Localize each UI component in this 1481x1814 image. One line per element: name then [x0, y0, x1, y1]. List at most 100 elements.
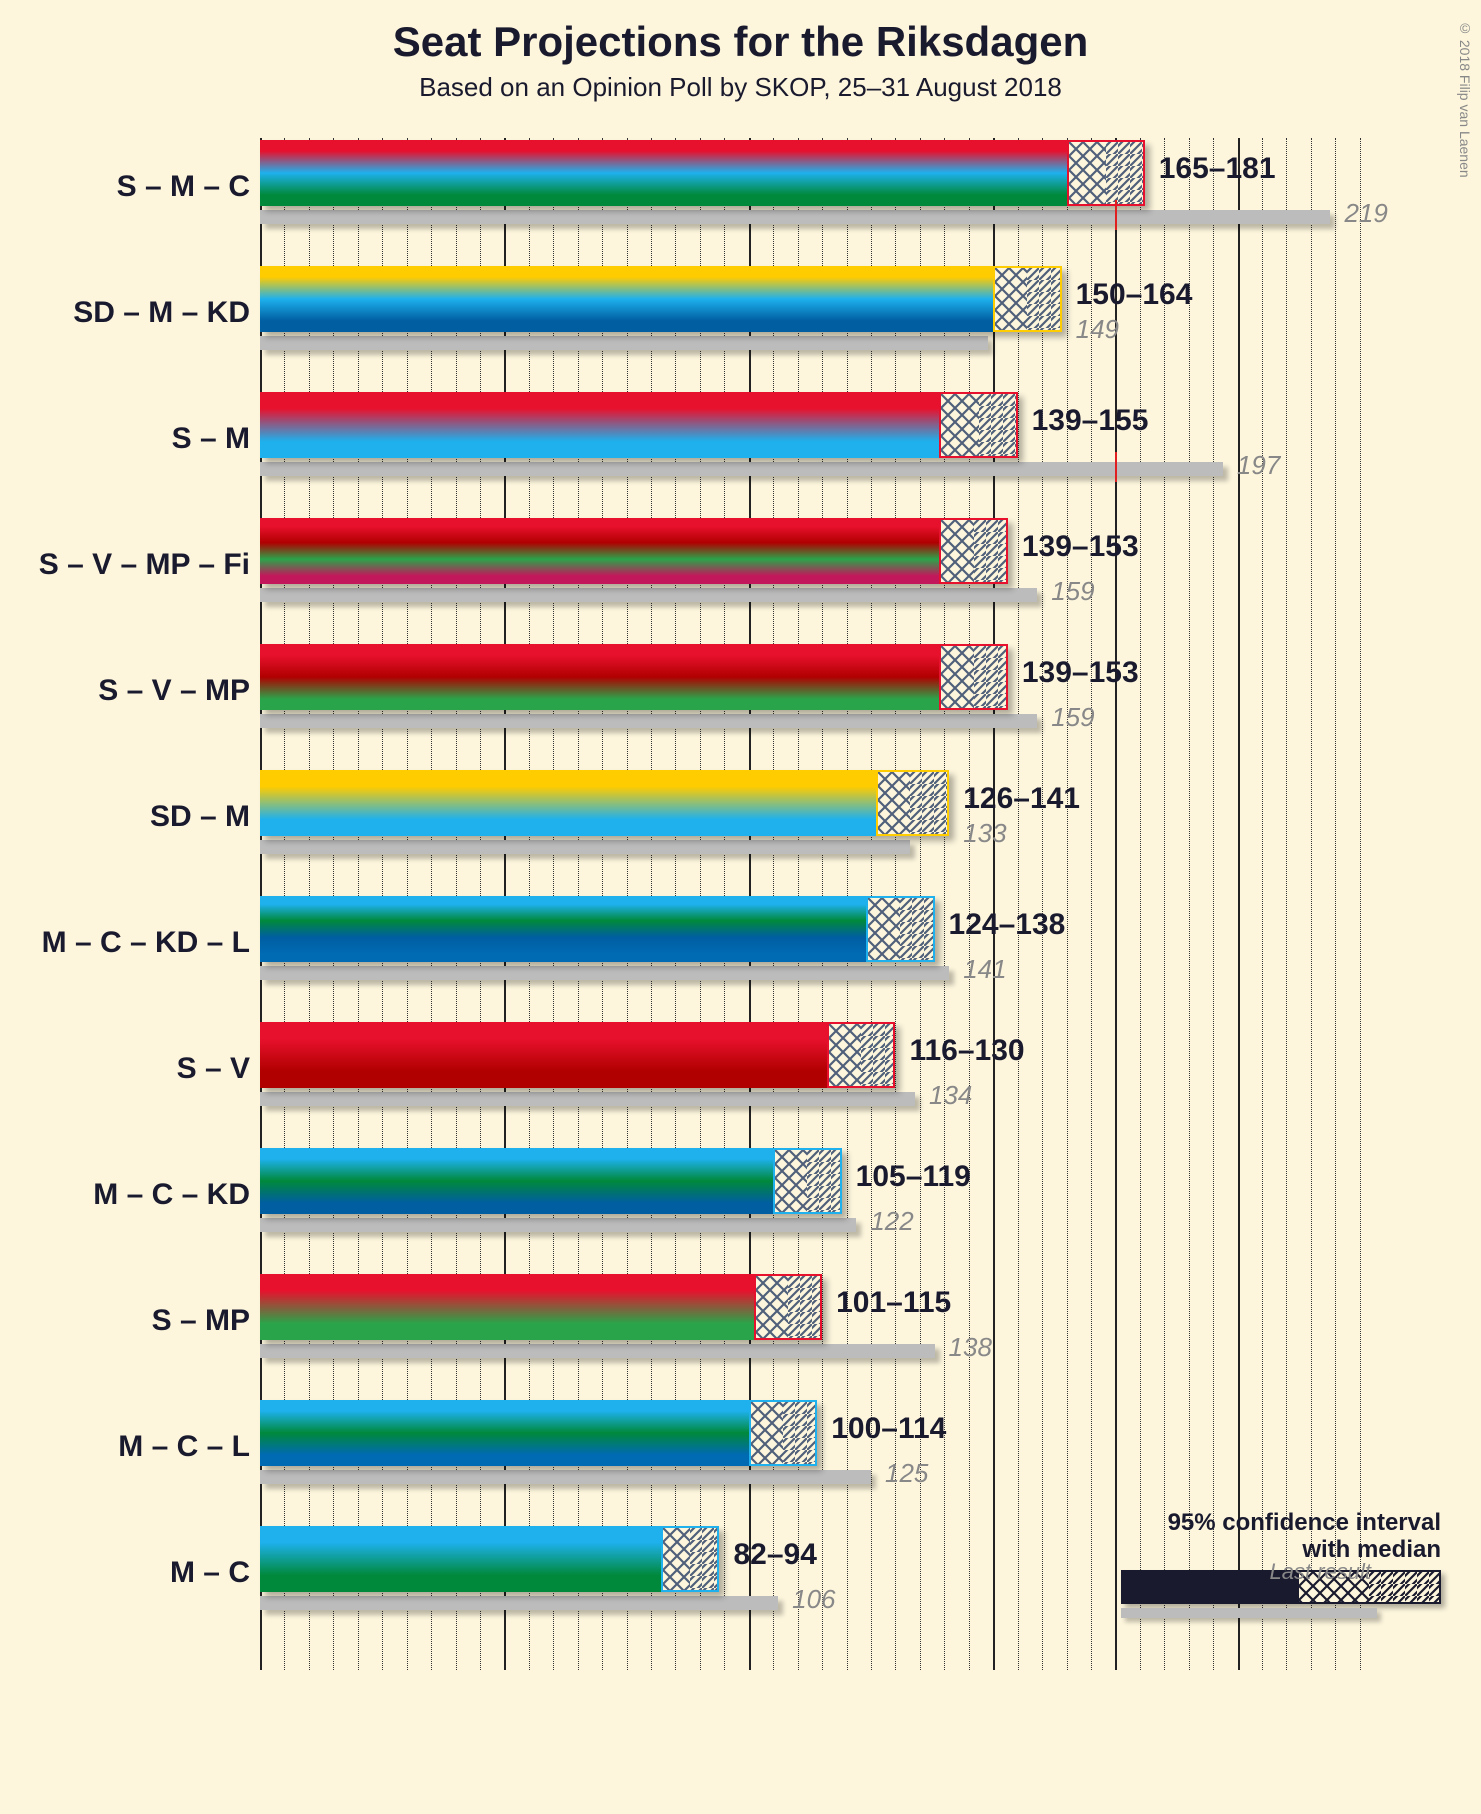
last-result-bar — [260, 1218, 856, 1232]
coalition-row: S – MP 101–115 138 — [0, 1274, 1481, 1369]
coalition-label: SD – M — [0, 800, 250, 834]
last-result-bar — [260, 714, 1037, 728]
coalition-row: S – M 139–155197 — [0, 392, 1481, 487]
last-result-label: 106 — [792, 1584, 835, 1615]
coalition-row: S – V116–130134 — [0, 1022, 1481, 1117]
last-result-bar — [260, 1092, 915, 1106]
bar-group: 139–155197 — [260, 392, 1360, 487]
confidence-interval — [866, 896, 934, 962]
bar-group: 124–138141 — [260, 896, 1360, 991]
last-result-label: 159 — [1051, 576, 1094, 607]
ci-lower-hatch — [756, 1276, 788, 1338]
coalition-label: M – C – L — [0, 1430, 250, 1464]
ci-lower-hatch — [1069, 142, 1106, 204]
projection-bar — [260, 1400, 817, 1466]
ci-lower-hatch — [941, 646, 973, 708]
coalition-label: S – V – MP – Fi — [0, 548, 250, 582]
coalition-label: S – V – MP — [0, 674, 250, 708]
legend-title-line1: 95% confidence interval — [1168, 1509, 1441, 1536]
projection-bar — [260, 1526, 719, 1592]
ci-lower-hatch — [941, 520, 973, 582]
confidence-interval — [993, 266, 1061, 332]
projection-bar — [260, 896, 935, 962]
confidence-interval — [773, 1148, 841, 1214]
coalition-label: SD – M – KD — [0, 296, 250, 330]
ci-lower-hatch — [775, 1150, 807, 1212]
ci-upper-hatch — [974, 646, 1006, 708]
coalition-label: S – M — [0, 422, 250, 456]
last-result-label: 141 — [963, 954, 1006, 985]
ci-upper-hatch — [979, 394, 1016, 456]
coalition-row: M – C – KD – L 124–138141 — [0, 896, 1481, 991]
legend: 95% confidence interval with median Last… — [1121, 1509, 1441, 1620]
last-result-bar — [260, 462, 1223, 476]
bar-group: 150–164149 — [260, 266, 1360, 361]
coalition-label: M – C – KD – L — [0, 926, 250, 960]
bar-group: 165–181219 — [260, 140, 1360, 235]
chart-title: Seat Projections for the Riksdagen — [0, 0, 1481, 66]
bar-group: 139–153159 — [260, 518, 1360, 613]
projection-bar — [260, 140, 1145, 206]
bar-group: 100–114 125 — [260, 1400, 1360, 1495]
confidence-interval — [827, 1022, 895, 1088]
last-result-label: 122 — [870, 1206, 913, 1237]
last-result-bar — [260, 1596, 778, 1610]
range-label: 165–181 — [1159, 152, 1276, 186]
range-label: 100–114 — [831, 1412, 946, 1446]
confidence-interval — [661, 1526, 720, 1592]
confidence-interval — [754, 1274, 822, 1340]
range-label: 105–119 — [856, 1160, 971, 1194]
majority-tick — [1115, 452, 1117, 482]
confidence-interval — [876, 770, 949, 836]
bar-group: 105–119 122 — [260, 1148, 1360, 1243]
chart-area: S – M – C165–181219SD – M – KD150–164149… — [0, 130, 1481, 1710]
ci-lower-hatch — [829, 1024, 861, 1086]
last-result-label: 125 — [885, 1458, 928, 1489]
coalition-row: M – C – L 100–114 125 — [0, 1400, 1481, 1495]
coalition-row: S – V – MP – Fi 139–153159 — [0, 518, 1481, 613]
ci-lower-hatch — [868, 898, 900, 960]
ci-upper-hatch — [1027, 268, 1059, 330]
legend-title: 95% confidence interval with median — [1121, 1509, 1441, 1564]
last-result-label: 149 — [1076, 314, 1119, 345]
coalition-label: M – C – KD — [0, 1178, 250, 1212]
ci-upper-hatch — [690, 1528, 717, 1590]
projection-bar — [260, 1022, 895, 1088]
bar-group: 139–153 159 — [260, 644, 1360, 739]
ci-upper-hatch — [807, 1150, 839, 1212]
coalition-label: S – MP — [0, 1304, 250, 1338]
ci-lower-hatch — [751, 1402, 783, 1464]
last-result-label: 219 — [1344, 198, 1387, 229]
projection-bar — [260, 1148, 842, 1214]
ci-lower-hatch — [663, 1528, 690, 1590]
ci-upper-hatch — [910, 772, 947, 834]
coalition-row: S – V – MP 139–153 159 — [0, 644, 1481, 739]
ci-upper-hatch — [974, 520, 1006, 582]
majority-tick — [1115, 200, 1117, 230]
coalition-label: S – V — [0, 1052, 250, 1086]
confidence-interval — [1067, 140, 1145, 206]
last-result-label: 138 — [949, 1332, 992, 1363]
last-result-bar — [260, 966, 949, 980]
last-result-label: 197 — [1237, 450, 1280, 481]
range-label: 101–115 — [836, 1286, 951, 1320]
last-result-bar — [260, 588, 1037, 602]
ci-lower-hatch — [941, 394, 978, 456]
ci-upper-hatch — [861, 1024, 893, 1086]
legend-last-label: Last result — [1270, 1559, 1372, 1585]
last-result-label: 159 — [1051, 702, 1094, 733]
ci-upper-hatch — [788, 1276, 820, 1338]
range-label: 150–164 — [1076, 278, 1193, 312]
chart-subtitle: Based on an Opinion Poll by SKOP, 25–31 … — [0, 72, 1481, 103]
coalition-row: S – M – C165–181219 — [0, 140, 1481, 235]
last-result-label: 134 — [929, 1080, 972, 1111]
coalition-row: SD – M – KD 150–164149 — [0, 266, 1481, 361]
ci-lower-hatch — [995, 268, 1027, 330]
range-label: 139–153 — [1022, 656, 1139, 690]
last-result-bar — [260, 1470, 871, 1484]
projection-bar — [260, 770, 949, 836]
projection-bar — [260, 518, 1008, 584]
projection-bar — [260, 644, 1008, 710]
ci-lower-hatch — [878, 772, 910, 834]
last-result-bar — [260, 1344, 935, 1358]
